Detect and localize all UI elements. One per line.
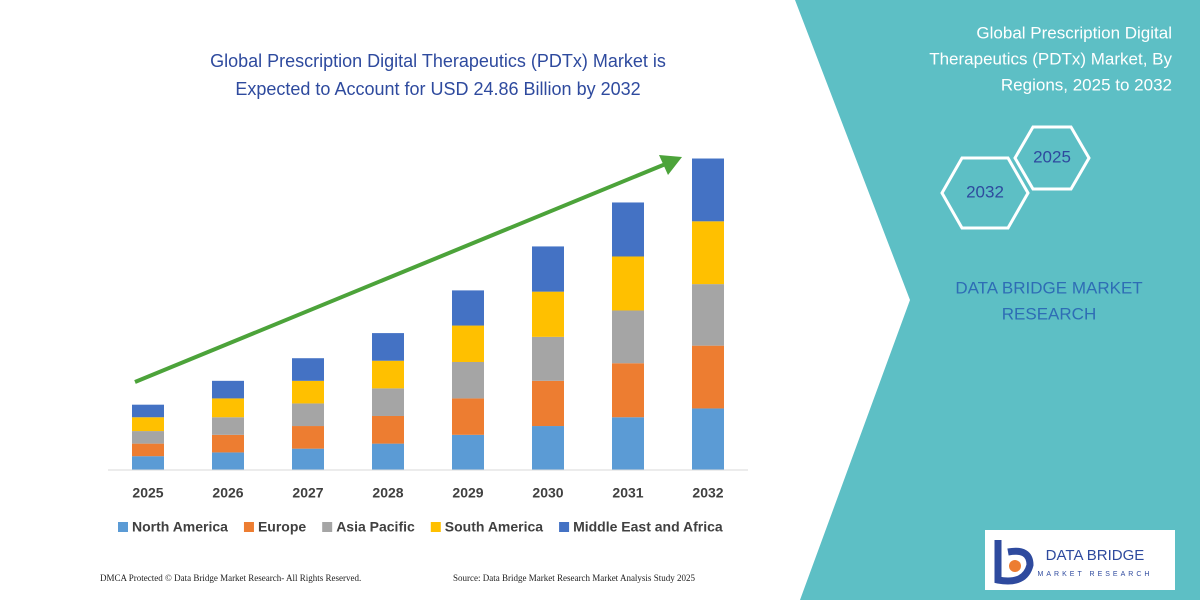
bar-segment <box>692 345 724 409</box>
bar-segment <box>132 404 164 418</box>
bar-segment <box>292 403 324 427</box>
bar-segment <box>292 448 324 470</box>
plot: 2025 2026 2027 2028 2029 2030 2031 2032 North Am… <box>108 158 748 535</box>
bar-segment <box>212 417 244 435</box>
footer-right: Source: Data Bridge Market Research Mark… <box>453 573 695 583</box>
bar-segment <box>292 380 324 404</box>
hexagon <box>940 156 1030 230</box>
footer-left: DMCA Protected © Data Bridge Market Rese… <box>100 573 361 583</box>
bar-segment <box>612 202 644 257</box>
bar-segment <box>372 388 404 416</box>
bar-segment <box>692 284 724 346</box>
hexagon-label: 2025 <box>1033 147 1071 166</box>
panel-title: Global Prescription Digital <box>976 23 1172 42</box>
bar-segment <box>532 380 564 427</box>
bar-segment <box>372 415 404 444</box>
bar-segment <box>692 221 724 285</box>
chart-title: Expected to Account for USD 24.86 Billio… <box>235 79 640 99</box>
bar-segment <box>292 426 324 449</box>
legend-swatch <box>430 522 441 532</box>
x-tick-label: 2032 <box>692 485 723 501</box>
bar-segment <box>612 363 644 418</box>
panel-title: Regions, 2025 to 2032 <box>1001 75 1172 94</box>
bar-segment <box>132 417 164 432</box>
bar-segment <box>292 358 324 381</box>
bar-segment <box>212 434 244 453</box>
chart-title: Global Prescription Digital Therapeutics… <box>210 51 666 71</box>
hexagon <box>1013 125 1091 191</box>
bar-segment <box>132 431 164 444</box>
x-tick-label: 2030 <box>532 485 563 501</box>
trend-arrowhead <box>659 155 682 175</box>
x-tick-label: 2025 <box>132 485 163 501</box>
bar-segment <box>132 443 164 457</box>
x-tick-label: 2027 <box>292 485 323 501</box>
legend-label: Asia Pacific <box>336 519 415 535</box>
bar-segment <box>452 361 484 399</box>
bar-segment <box>372 443 404 470</box>
logo-mark <box>994 540 1034 585</box>
legend-label: South America <box>445 519 543 535</box>
bar-segment <box>212 380 244 399</box>
logo-name: DATA BRIDGE <box>1046 547 1145 564</box>
bar-segment <box>532 291 564 337</box>
bar-segment <box>612 256 644 311</box>
x-tick-label: 2031 <box>612 485 643 501</box>
bar-segment <box>452 290 484 326</box>
bar-segment <box>532 246 564 292</box>
bar-segment <box>132 456 164 470</box>
panel-title: Therapeutics (PDTx) Market, By <box>929 49 1172 68</box>
x-tick-label: 2028 <box>372 485 403 501</box>
legend-swatch <box>243 522 254 532</box>
logo-dot <box>1009 560 1021 572</box>
bar-segment <box>612 417 644 470</box>
legend-swatch <box>118 522 128 532</box>
bar-segment <box>452 398 484 435</box>
bar-segment <box>372 333 404 361</box>
bar-segment <box>532 336 564 381</box>
bar-segment <box>452 325 484 362</box>
bar-segment <box>212 452 244 470</box>
brand: RESEARCH <box>1002 304 1096 323</box>
bar-segment <box>212 398 244 418</box>
legend-label: Middle East and Africa <box>573 519 723 535</box>
bar-segment <box>692 408 724 470</box>
legend-label: North America <box>132 519 228 535</box>
logo-tagline: MARKET RESEARCH <box>1038 571 1153 578</box>
legend-label: Europe <box>258 519 306 535</box>
legend-swatch <box>322 522 333 532</box>
bar-segment <box>612 310 644 364</box>
trend-arrow <box>134 161 669 384</box>
brand: DATA BRIDGE MARKET <box>955 278 1142 297</box>
legend-swatch <box>559 522 570 532</box>
hexagon-label: 2032 <box>966 182 1004 201</box>
bar-segment <box>692 158 724 222</box>
bar-segment <box>532 426 564 470</box>
x-tick-label: 2026 <box>212 485 243 501</box>
side-panel <box>795 0 1200 600</box>
bar-segment <box>372 360 404 389</box>
bar-segment <box>452 434 484 470</box>
x-tick-label: 2029 <box>452 485 483 501</box>
